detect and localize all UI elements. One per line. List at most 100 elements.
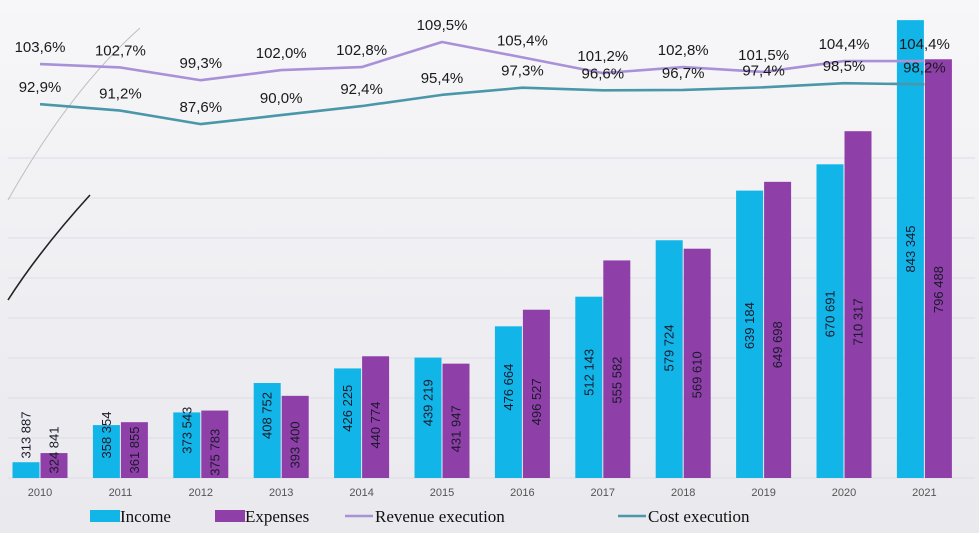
bar-label-income: 476 664: [501, 364, 516, 411]
revenue-execution-line-label: 105,4%: [497, 32, 548, 49]
legend: Income Expenses Revenue execution Cost exec…: [90, 507, 750, 526]
bar-income: [816, 164, 844, 478]
bar-expenses: [362, 356, 390, 478]
bar-expenses: [924, 59, 952, 479]
tick-label-2013: 2013: [269, 487, 293, 499]
lines-layer: [39, 40, 925, 126]
cost-execution-line-label: 92,4%: [340, 81, 383, 98]
decorative-curve: [7, 194, 91, 301]
cost-execution-line-label: 98,2%: [903, 59, 946, 76]
bar-label-income: 408 752: [260, 392, 275, 439]
bar-label-expenses: 361 855: [127, 427, 142, 474]
bar-expenses: [120, 422, 148, 478]
bar-income: [655, 240, 683, 478]
revenue-execution-line-label: 104,4%: [819, 36, 870, 53]
cost-execution-line-label: 91,2%: [99, 86, 142, 103]
tick-label-2011: 2011: [109, 487, 133, 499]
legend-label: Income: [120, 507, 171, 526]
revenue-execution-line-label: 104,4%: [899, 36, 950, 53]
bar-expenses: [683, 248, 711, 478]
tick-label-2021: 2021: [912, 487, 936, 499]
bar-label-income: 639 184: [742, 302, 757, 349]
cost-execution-line-label: 97,3%: [501, 63, 544, 80]
tick-label-2015: 2015: [430, 487, 454, 499]
bar-income: [12, 462, 40, 478]
bar-label-expenses: 555 582: [609, 357, 624, 404]
bar-label-income: 358 354: [99, 412, 114, 459]
revenue-execution-line-label: 103,6%: [15, 39, 66, 56]
tick-label-2010: 2010: [28, 487, 52, 499]
revenue-execution-line-label: 101,5%: [738, 47, 789, 64]
legend-label: Expenses: [245, 507, 309, 526]
cost-execution-line: [39, 81, 925, 126]
bar-label-expenses: 324 841: [47, 427, 62, 474]
labels-layer: 313 887 324 841 358 354 361 855 373 543 375 7…: [15, 17, 950, 476]
bar-expenses: [40, 453, 68, 478]
bar-label-expenses: 431 947: [449, 405, 464, 452]
bar-income: [334, 368, 362, 478]
bar-expenses: [281, 395, 309, 478]
cost-execution-line-label: 95,4%: [421, 70, 464, 87]
revenue-execution-line-label: 102,0%: [256, 45, 307, 62]
bar-income: [896, 20, 924, 478]
x-axis-ticks: 2010 2011 2012 2013 2014 2015 2016 2017 2018 2019…: [28, 487, 937, 499]
legend-label: Cost execution: [648, 507, 750, 526]
bar-label-expenses: 496 527: [529, 378, 544, 425]
bar-label-income: 426 225: [340, 385, 355, 432]
cost-execution-line-label: 96,7%: [662, 65, 705, 82]
bar-label-expenses: 796 488: [931, 266, 946, 313]
bar-expenses: [844, 131, 872, 478]
cost-execution-line-label: 98,5%: [823, 58, 866, 75]
tick-label-2014: 2014: [349, 487, 373, 499]
bars-layer: [12, 20, 952, 479]
revenue-execution-line-label: 99,3%: [180, 55, 223, 72]
cost-execution-line-label: 92,9%: [19, 79, 62, 96]
revenue-execution-line-label: 102,8%: [336, 42, 387, 59]
bar-label-income: 512 143: [581, 349, 596, 396]
tick-label-2012: 2012: [189, 487, 213, 499]
bar-label-income: 843 345: [903, 225, 918, 272]
revenue-execution-line-label: 109,5%: [417, 17, 468, 34]
tick-label-2017: 2017: [591, 487, 615, 499]
bar-income: [494, 326, 522, 478]
bar-expenses: [201, 410, 229, 478]
bar-label-income: 670 691: [823, 290, 838, 337]
cost-execution-line-label: 97,4%: [742, 62, 785, 79]
revenue-execution-line-label: 101,2%: [577, 48, 628, 65]
bar-income: [253, 383, 281, 478]
bar-label-expenses: 569 610: [690, 351, 705, 398]
legend-swatch-income: [90, 510, 120, 522]
bar-label-expenses: 649 698: [770, 321, 785, 368]
revenue-execution-line-label: 102,8%: [658, 42, 709, 59]
bar-label-income: 579 724: [662, 325, 677, 372]
bar-label-expenses: 375 783: [207, 429, 222, 476]
decorative-curve: [7, 27, 141, 201]
revenue-execution-line: [39, 40, 925, 82]
legend-label: Revenue execution: [375, 507, 505, 526]
tick-label-2020: 2020: [832, 487, 856, 499]
legend-swatch-expenses: [215, 510, 245, 522]
bar-label-income: 313 887: [19, 412, 34, 459]
bar-income: [173, 412, 201, 478]
bar-expenses: [603, 260, 631, 478]
tick-label-2016: 2016: [510, 487, 534, 499]
bar-income: [92, 425, 120, 478]
bar-label-expenses: 393 400: [288, 421, 303, 468]
tick-label-2018: 2018: [671, 487, 695, 499]
cost-execution-line-label: 87,6%: [180, 99, 223, 116]
grid-lines: [7, 27, 975, 479]
bar-expenses: [442, 363, 470, 478]
bar-label-income: 373 543: [179, 407, 194, 454]
bar-label-expenses: 440 774: [368, 402, 383, 449]
bar-label-expenses: 710 317: [851, 298, 866, 345]
revenue-execution-line-label: 102,7%: [95, 42, 146, 59]
bar-expenses: [764, 181, 792, 479]
tick-label-2019: 2019: [751, 487, 775, 499]
bar-income: [736, 190, 764, 478]
bar-income: [575, 296, 603, 478]
bar-income: [414, 357, 442, 478]
bar-label-income: 439 219: [421, 379, 436, 426]
cost-execution-line-label: 96,6%: [582, 65, 625, 82]
